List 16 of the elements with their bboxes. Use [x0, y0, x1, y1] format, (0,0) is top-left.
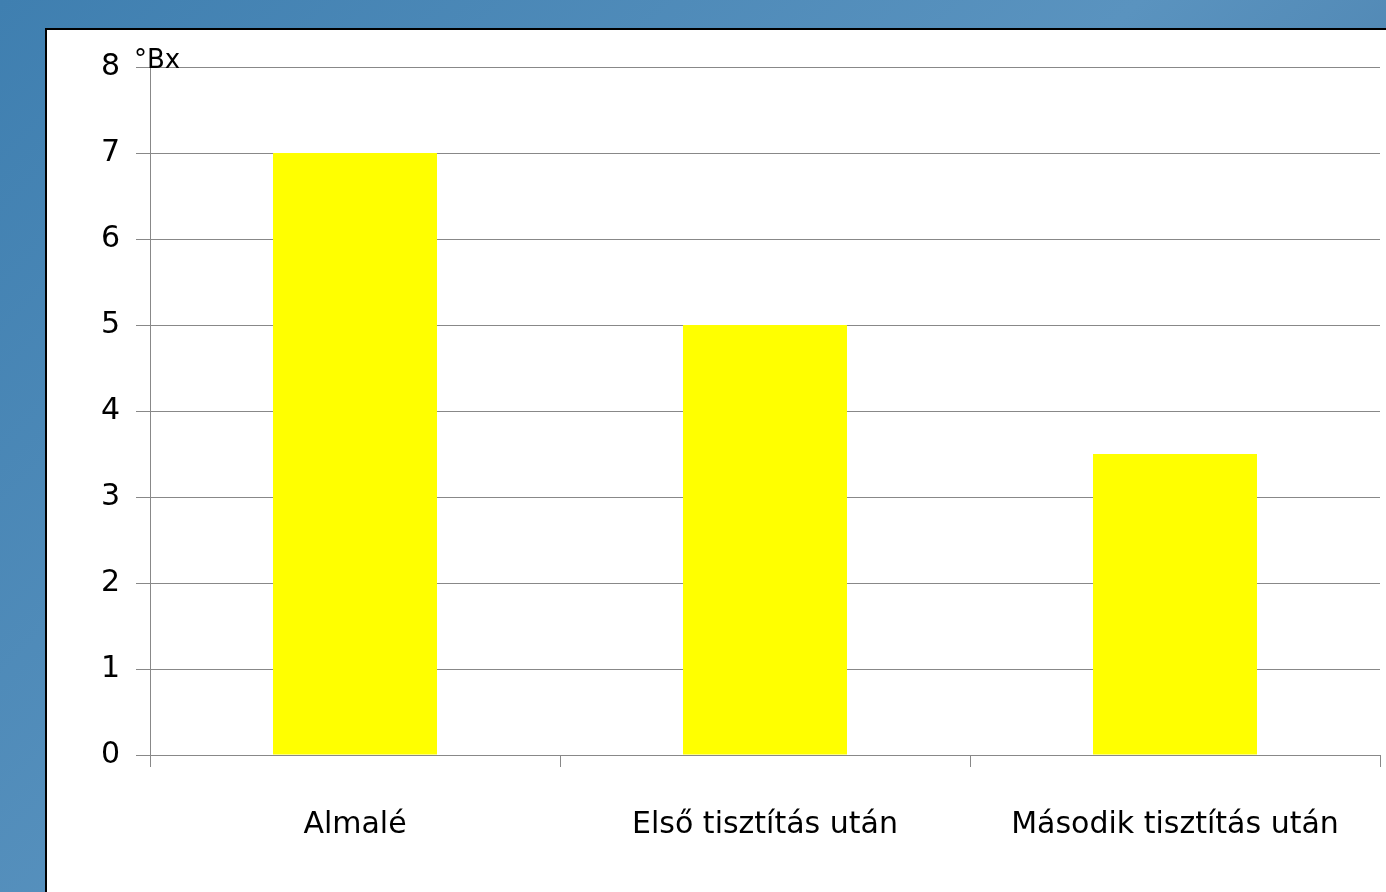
x-tick-label: Első tisztítás után: [632, 804, 898, 840]
x-tick-label: Második tisztítás után: [1011, 804, 1339, 840]
y-tick-label: 3: [100, 476, 120, 512]
y-tick-label: 6: [100, 218, 120, 254]
bar: [273, 153, 437, 755]
y-tick-label: 4: [100, 390, 120, 426]
x-tick-label: Almalé: [303, 804, 407, 840]
bar: [683, 325, 847, 755]
y-axis-title: °Bx: [134, 43, 181, 74]
y-tick-label: 1: [100, 648, 120, 684]
y-tick-label: 0: [100, 734, 120, 770]
y-tick-label: 2: [100, 562, 120, 598]
y-tick-label: 8: [100, 46, 120, 82]
bar: [1093, 454, 1257, 755]
y-tick-label: 7: [100, 132, 120, 168]
y-tick-label: 5: [100, 304, 120, 340]
